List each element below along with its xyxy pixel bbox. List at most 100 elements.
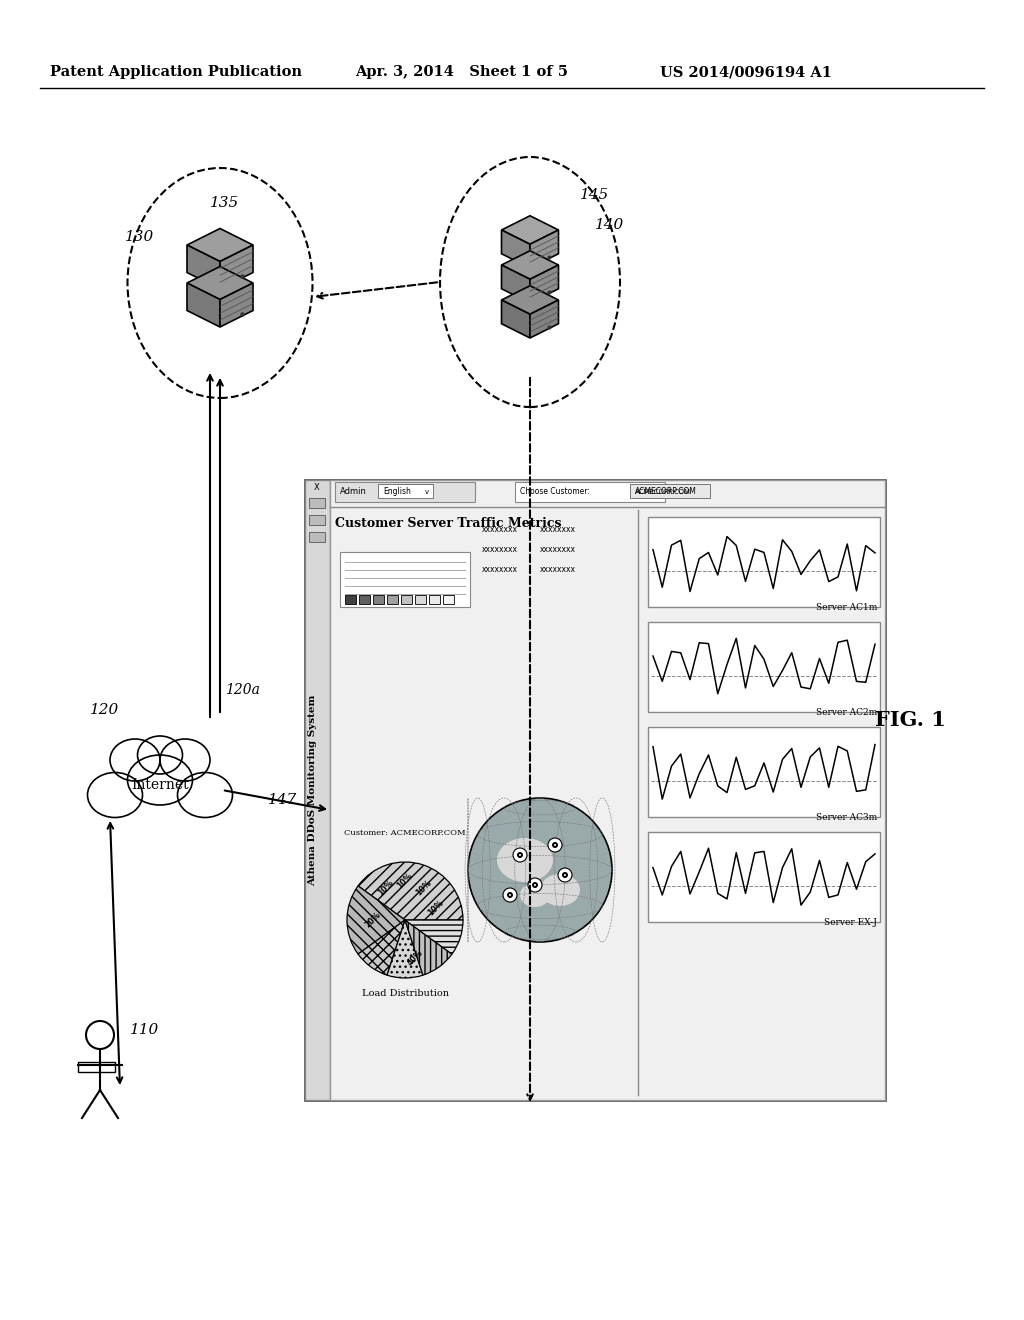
FancyBboxPatch shape bbox=[648, 832, 880, 921]
Circle shape bbox=[548, 838, 562, 851]
Text: 120: 120 bbox=[90, 704, 119, 717]
Circle shape bbox=[558, 869, 572, 882]
Text: FIG. 1: FIG. 1 bbox=[874, 710, 945, 730]
Text: 110: 110 bbox=[130, 1023, 160, 1038]
FancyBboxPatch shape bbox=[648, 517, 880, 607]
Text: Choose Customer:: Choose Customer: bbox=[520, 487, 590, 496]
Polygon shape bbox=[220, 282, 253, 327]
Polygon shape bbox=[187, 267, 253, 300]
Text: Server AC1m: Server AC1m bbox=[816, 603, 877, 612]
Text: 120a: 120a bbox=[225, 682, 260, 697]
Circle shape bbox=[503, 888, 517, 902]
Text: Server AC2m: Server AC2m bbox=[816, 708, 877, 717]
Text: v: v bbox=[425, 488, 429, 495]
FancyBboxPatch shape bbox=[345, 595, 356, 605]
FancyBboxPatch shape bbox=[340, 552, 470, 607]
FancyBboxPatch shape bbox=[305, 480, 330, 1100]
Text: 10%: 10% bbox=[414, 878, 433, 898]
Wedge shape bbox=[387, 920, 423, 978]
Text: ACMECORP.COM: ACMECORP.COM bbox=[635, 487, 697, 496]
FancyBboxPatch shape bbox=[515, 482, 665, 502]
Circle shape bbox=[507, 892, 513, 898]
Text: Apr. 3, 2014   Sheet 1 of 5: Apr. 3, 2014 Sheet 1 of 5 bbox=[355, 65, 568, 79]
FancyBboxPatch shape bbox=[309, 498, 325, 508]
Circle shape bbox=[519, 854, 521, 855]
FancyBboxPatch shape bbox=[429, 595, 440, 605]
FancyBboxPatch shape bbox=[359, 595, 370, 605]
Circle shape bbox=[534, 884, 536, 886]
Text: US 2014/0096194 A1: US 2014/0096194 A1 bbox=[660, 65, 831, 79]
FancyBboxPatch shape bbox=[305, 480, 885, 1100]
Text: 140: 140 bbox=[595, 218, 625, 232]
Text: xxxxxxxx: xxxxxxxx bbox=[482, 565, 518, 574]
Circle shape bbox=[468, 799, 612, 942]
Polygon shape bbox=[502, 300, 530, 338]
Circle shape bbox=[554, 843, 556, 846]
Polygon shape bbox=[502, 215, 558, 244]
Polygon shape bbox=[502, 251, 558, 280]
Text: Internet: Internet bbox=[131, 777, 188, 792]
Text: xxxxxxxx: xxxxxxxx bbox=[540, 565, 575, 574]
Polygon shape bbox=[187, 246, 220, 289]
Text: 10%: 10% bbox=[395, 871, 415, 890]
Text: xxxxxxxx: xxxxxxxx bbox=[482, 545, 518, 554]
Text: 145: 145 bbox=[580, 187, 609, 202]
Polygon shape bbox=[502, 230, 530, 268]
Text: xxxxxxxx: xxxxxxxx bbox=[540, 525, 575, 535]
Circle shape bbox=[509, 894, 511, 896]
Text: Patent Application Publication: Patent Application Publication bbox=[50, 65, 302, 79]
Text: Load Distribution: Load Distribution bbox=[361, 989, 449, 998]
Ellipse shape bbox=[497, 838, 553, 882]
FancyBboxPatch shape bbox=[373, 595, 384, 605]
Polygon shape bbox=[187, 228, 253, 261]
Polygon shape bbox=[502, 285, 558, 314]
Circle shape bbox=[564, 874, 566, 876]
FancyBboxPatch shape bbox=[648, 622, 880, 711]
Ellipse shape bbox=[540, 874, 580, 906]
Polygon shape bbox=[220, 246, 253, 289]
Ellipse shape bbox=[137, 737, 182, 774]
Text: Customer Server Traffic Metrics: Customer Server Traffic Metrics bbox=[335, 517, 561, 531]
Polygon shape bbox=[530, 265, 558, 304]
Text: Admin: Admin bbox=[340, 487, 367, 496]
Ellipse shape bbox=[177, 772, 232, 817]
Circle shape bbox=[517, 851, 523, 858]
Text: 135: 135 bbox=[210, 195, 240, 210]
Polygon shape bbox=[187, 282, 220, 327]
Text: English: English bbox=[383, 487, 411, 496]
FancyBboxPatch shape bbox=[335, 482, 475, 502]
FancyBboxPatch shape bbox=[330, 480, 885, 1100]
FancyBboxPatch shape bbox=[415, 595, 426, 605]
Wedge shape bbox=[358, 920, 406, 975]
Circle shape bbox=[513, 847, 527, 862]
Text: ACMECORP.COM: ACMECORP.COM bbox=[635, 488, 691, 495]
FancyBboxPatch shape bbox=[309, 532, 325, 543]
Polygon shape bbox=[502, 265, 530, 304]
Text: xxxxxxxx: xxxxxxxx bbox=[540, 545, 575, 554]
FancyBboxPatch shape bbox=[309, 515, 325, 525]
Polygon shape bbox=[530, 300, 558, 338]
Ellipse shape bbox=[160, 739, 210, 781]
Wedge shape bbox=[406, 920, 463, 954]
Text: 20%: 20% bbox=[364, 911, 383, 929]
FancyBboxPatch shape bbox=[387, 595, 398, 605]
Text: 10%: 10% bbox=[426, 898, 445, 917]
FancyBboxPatch shape bbox=[630, 484, 710, 498]
Ellipse shape bbox=[87, 772, 142, 817]
Text: Customer: ACMECORP.COM: Customer: ACMECORP.COM bbox=[344, 829, 466, 837]
Text: Server EX-J: Server EX-J bbox=[824, 917, 877, 927]
Text: Server AC3m: Server AC3m bbox=[816, 813, 877, 822]
Text: xxxxxxxx: xxxxxxxx bbox=[482, 525, 518, 535]
Text: 130: 130 bbox=[125, 230, 155, 244]
Text: X: X bbox=[314, 483, 319, 492]
FancyBboxPatch shape bbox=[648, 727, 880, 817]
FancyBboxPatch shape bbox=[401, 595, 412, 605]
Text: Athena DDoS Monitoring System: Athena DDoS Monitoring System bbox=[308, 694, 317, 886]
Circle shape bbox=[528, 878, 542, 892]
Text: 147: 147 bbox=[267, 793, 297, 807]
Circle shape bbox=[552, 842, 558, 847]
Wedge shape bbox=[358, 862, 463, 920]
Wedge shape bbox=[406, 920, 452, 975]
Wedge shape bbox=[347, 886, 406, 954]
Ellipse shape bbox=[128, 755, 193, 805]
